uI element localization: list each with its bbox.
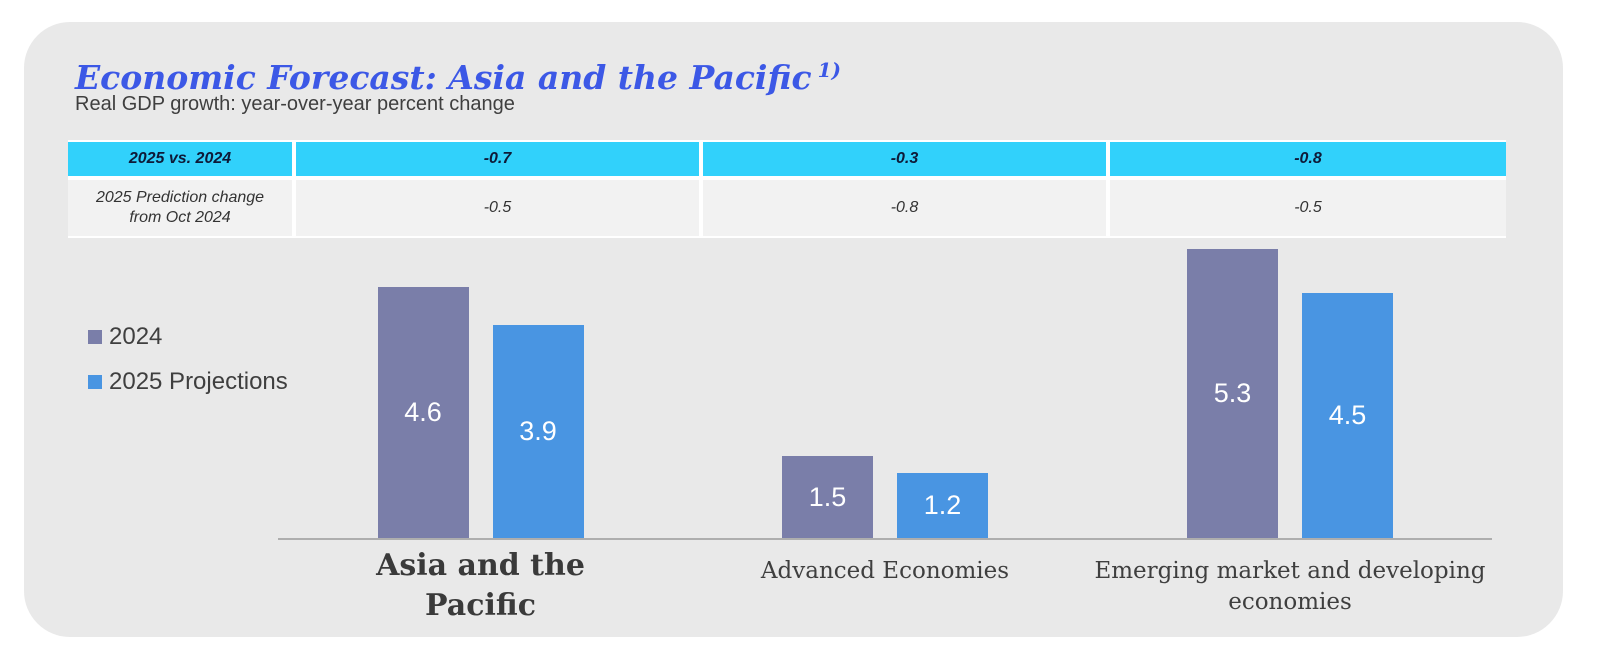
slide-card: Economic Forecast: Asia and the Pacific 1… xyxy=(24,22,1563,637)
x-axis-line xyxy=(278,538,1492,540)
table-subrow-label: 2025 Prediction change from Oct 2024 xyxy=(68,180,292,236)
chart-legend: 2024 2025 Projections xyxy=(88,323,288,413)
legend-item-2024: 2024 xyxy=(88,323,288,351)
page-title: Economic Forecast: Asia and the Pacific 1… xyxy=(75,50,841,98)
bar-value-label: 1.2 xyxy=(923,490,962,520)
bar-series0-cat2: 5.3 xyxy=(1187,249,1278,538)
forecast-table: 2025 vs. 2024 -0.7 -0.3 -0.8 2025 Predic… xyxy=(68,140,1506,238)
bar-series1-cat1: 1.2 xyxy=(897,473,988,538)
category-label-1: Advanced Economies xyxy=(760,558,1010,584)
category-label-2: Emerging market and developing economies xyxy=(1094,558,1486,615)
bar-series0-cat0: 4.6 xyxy=(377,287,469,538)
bar-value-label: 1.5 xyxy=(808,481,847,512)
legend-item-2025-projections: 2025 Projections xyxy=(88,368,288,396)
bar-value-label: 4.5 xyxy=(1328,400,1367,430)
legend-label-2025-projections: 2025 Projections xyxy=(109,368,288,395)
bar-value-label: 3.9 xyxy=(519,416,557,446)
page-title-text: Economic Forecast: Asia and the Pacific xyxy=(75,58,812,97)
table-subrow-value-advanced: -0.8 xyxy=(703,180,1106,236)
table-header-value-advanced: -0.3 xyxy=(703,142,1106,176)
category-label-0: Asia and the Pacific xyxy=(376,548,585,623)
legend-swatch-2025-icon xyxy=(88,375,102,389)
table-header-row-label: 2025 vs. 2024 xyxy=(68,142,292,176)
legend-label-2024: 2024 xyxy=(109,323,163,350)
legend-swatch-2024-icon xyxy=(88,330,102,344)
table-header-value-emerging: -0.8 xyxy=(1110,142,1506,176)
table-header-value-asia: -0.7 xyxy=(296,142,699,176)
bar-series0-cat1: 1.5 xyxy=(782,456,873,538)
bar-chart: 4.6 3.9 Asia and the Pacific 1.5 1.2 Advanced… xyxy=(24,22,1563,637)
bar-value-label: 4.6 xyxy=(404,397,442,427)
table-subrow-value-emerging: -0.5 xyxy=(1110,180,1506,236)
bar-value-label: 5.3 xyxy=(1213,378,1252,408)
page-subtitle: Real GDP growth: year-over-year percent … xyxy=(75,93,515,115)
bar-series1-cat2: 4.5 xyxy=(1302,293,1393,538)
table-subrow-value-asia: -0.5 xyxy=(296,180,699,236)
footnote-marker: 1) xyxy=(817,58,841,82)
bar-series1-cat0: 3.9 xyxy=(492,325,584,538)
